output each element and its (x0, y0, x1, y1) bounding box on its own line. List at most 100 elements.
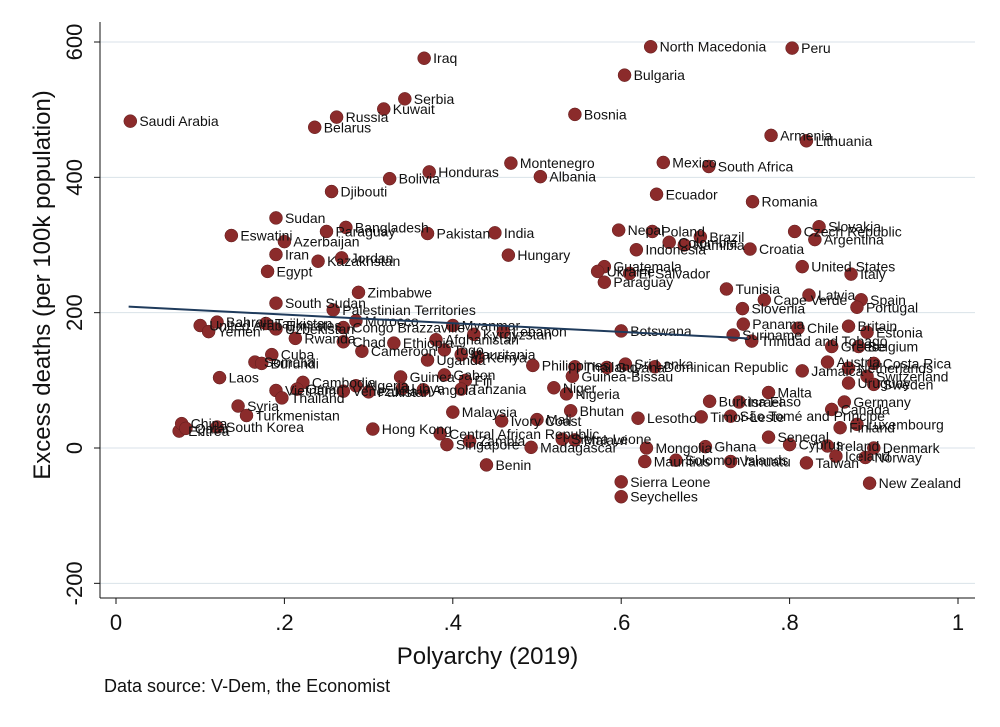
data-point (269, 296, 283, 310)
data-point (617, 68, 632, 82)
data-point-label: Cambodia (312, 374, 376, 390)
data-point (829, 449, 843, 463)
data-point (307, 120, 322, 135)
data-point (611, 223, 626, 237)
data-point-label: Colombia (678, 234, 737, 250)
data-point (526, 358, 540, 373)
data-point-label: Thailand (584, 359, 638, 375)
data-point (420, 226, 435, 241)
data-point (210, 420, 224, 434)
x-tick-label: .6 (612, 610, 630, 635)
data-point (260, 264, 275, 279)
data-point-label: Armenia (780, 127, 832, 143)
data-point-label: Albania (549, 169, 596, 185)
data-point-label: Singapore (456, 437, 520, 453)
data-point-label: Eritrea (188, 423, 229, 439)
data-point (698, 439, 713, 454)
data-point (795, 259, 809, 274)
data-point-label: Honduras (438, 164, 499, 180)
data-point (454, 347, 468, 362)
data-point (639, 441, 654, 455)
y-tick-label: 200 (62, 294, 87, 331)
data-point (269, 247, 283, 262)
data-point-label: Guatemala (613, 259, 682, 275)
data-point-label: Venezuela (352, 383, 418, 399)
data-point (377, 102, 391, 116)
data-point-label: Mongolia (655, 440, 712, 456)
x-tick-label: .4 (444, 610, 462, 635)
data-point (366, 422, 380, 436)
data-point-label: Malta (778, 385, 812, 401)
data-point-label: El Salvador (639, 265, 711, 281)
data-point (355, 344, 369, 358)
data-point-label: Denmark (883, 440, 941, 456)
data-point-label: India (504, 225, 535, 241)
data-point-label: Nigeria (575, 386, 620, 402)
data-point (231, 399, 245, 413)
data-point-label: Palestinian Territories (342, 302, 476, 318)
data-point-label: Norway (874, 449, 921, 465)
data-point (123, 114, 138, 128)
data-point (336, 320, 351, 335)
data-point-label: South Africa (718, 159, 794, 175)
data-point (590, 264, 605, 279)
data-point-label: Iran (285, 246, 309, 262)
data-point-label: Tanzania (470, 381, 526, 397)
data-point (336, 335, 351, 349)
data-point (648, 360, 662, 374)
data-point (841, 319, 856, 333)
data-point (614, 489, 628, 504)
data-point-label: Slovenia (751, 301, 805, 317)
data-point-label: Azerbaijan (293, 234, 359, 250)
data-point (649, 187, 664, 201)
data-point-label: North Macedonia (660, 39, 767, 55)
data-point-label: South Korea (226, 419, 304, 435)
data-point-label: Benin (495, 457, 531, 473)
data-point-label: Gabon (453, 367, 495, 383)
data-point (311, 254, 325, 268)
data-point-label: Afghanistan (445, 332, 519, 348)
data-point (656, 155, 671, 170)
data-point-label: Ukraine (607, 263, 655, 279)
x-tick-label: 1 (952, 610, 964, 635)
data-point-label: Tunisia (735, 281, 780, 297)
data-point (761, 430, 776, 444)
data-point-label: Namibia (693, 237, 745, 253)
data-point (269, 211, 283, 225)
data-point (618, 357, 633, 371)
data-point (290, 382, 304, 396)
data-point (820, 439, 835, 453)
data-point-label: Bolivia (399, 171, 440, 187)
data-point-label: Turkmenistan (256, 408, 340, 424)
data-point-label: Ireland (836, 438, 879, 454)
data-point (467, 327, 481, 342)
data-point-label: United States (811, 259, 895, 275)
data-point (501, 248, 516, 262)
data-point-label: Netherlands (858, 360, 934, 376)
data-point (351, 285, 366, 300)
data-point (433, 427, 447, 441)
data-point (799, 456, 814, 470)
data-point (631, 411, 645, 425)
data-point-label: Niger (563, 380, 597, 396)
x-tick-label: .8 (780, 610, 798, 635)
data-point-label: Bhutan (580, 403, 624, 419)
data-point-label: Madagascar (540, 439, 617, 455)
data-point-label: Pakistan (437, 225, 491, 241)
data-point (833, 420, 847, 435)
data-point-label: Hong Kong (382, 421, 452, 437)
data-point-label: Kazakhstan (327, 253, 400, 269)
data-point-label: Ghana (714, 439, 756, 455)
data-point (735, 301, 750, 316)
data-point-label: Cyprus (799, 437, 843, 453)
data-point (662, 235, 676, 250)
data-point-label: Thailand (291, 390, 345, 406)
data-point-label: Cape Verde (773, 292, 847, 308)
data-point-label: Chile (807, 320, 839, 336)
data-point (254, 356, 269, 371)
data-point-label: Dominican Republic (664, 359, 789, 375)
x-axis-title: Polyarchy (2019) (397, 643, 578, 670)
data-point (850, 417, 864, 432)
data-point-label: Jamaica (811, 363, 863, 379)
